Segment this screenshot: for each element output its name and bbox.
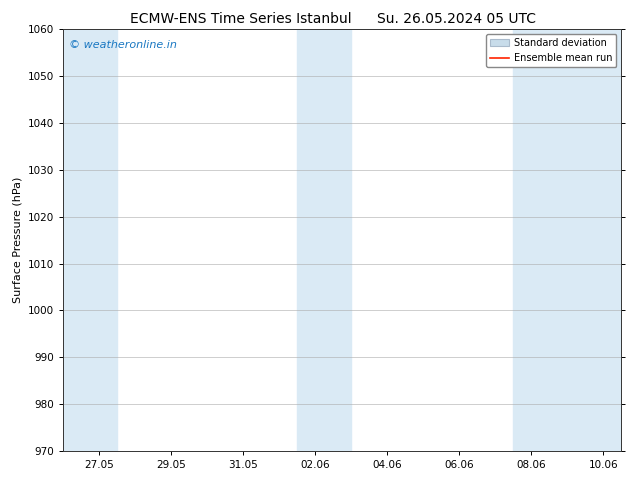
Y-axis label: Surface Pressure (hPa): Surface Pressure (hPa) (13, 177, 23, 303)
Bar (297, 29, 351, 451)
Legend: Standard deviation, Ensemble mean run: Standard deviation, Ensemble mean run (486, 34, 616, 67)
Text: Su. 26.05.2024 05 UTC: Su. 26.05.2024 05 UTC (377, 12, 536, 26)
Text: ECMW-ENS Time Series Istanbul: ECMW-ENS Time Series Istanbul (130, 12, 352, 26)
Text: © weatheronline.in: © weatheronline.in (69, 40, 177, 50)
Bar (63, 29, 117, 451)
Bar (514, 29, 621, 451)
